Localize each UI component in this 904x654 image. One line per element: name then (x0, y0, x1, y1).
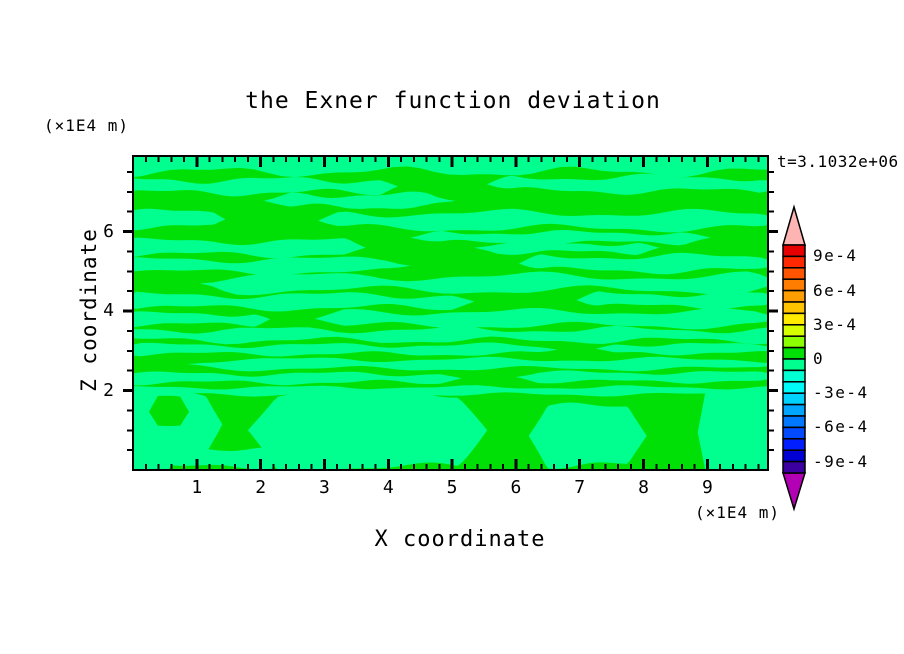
z-axis-unit-label: (×1E4 m) (44, 116, 130, 135)
colorbar-tick-label: -9e-4 (813, 451, 869, 471)
colorbar-tick-label: 6e-4 (813, 280, 858, 300)
x-tick-label: 4 (382, 477, 394, 498)
colorbar-tick-label: -6e-4 (813, 417, 869, 437)
colorbar (781, 204, 807, 512)
contour-field (133, 156, 768, 470)
colorbar-tick-label: 9e-4 (813, 246, 858, 266)
colorbar-tick-label: -3e-4 (813, 383, 869, 403)
time-stamp-label: t=3.1032e+06 (777, 152, 899, 171)
x-tick-label: 6 (510, 477, 522, 498)
x-tick-label: 7 (574, 477, 586, 498)
colorbar-tick-label: 0 (813, 349, 825, 368)
x-tick-label: 3 (319, 477, 330, 498)
x-tick-label: 5 (446, 477, 458, 498)
z-tick-label: 6 (103, 220, 114, 242)
z-tick-label: 2 (103, 379, 114, 401)
x-tick-label: 2 (255, 477, 267, 498)
x-tick-label: 9 (701, 477, 713, 498)
colorbar-tick-label: 3e-4 (813, 314, 858, 334)
x-tick-label: 8 (638, 477, 649, 498)
x-axis-unit-label: (×1E4 m) (694, 503, 780, 522)
x-axis-title: X coordinate (374, 527, 546, 552)
x-tick-label: 1 (191, 477, 203, 498)
axes-frame-and-ticks (123, 155, 778, 471)
z-tick-label: 4 (103, 300, 114, 321)
chart-title: the Exner function deviation (245, 88, 661, 114)
